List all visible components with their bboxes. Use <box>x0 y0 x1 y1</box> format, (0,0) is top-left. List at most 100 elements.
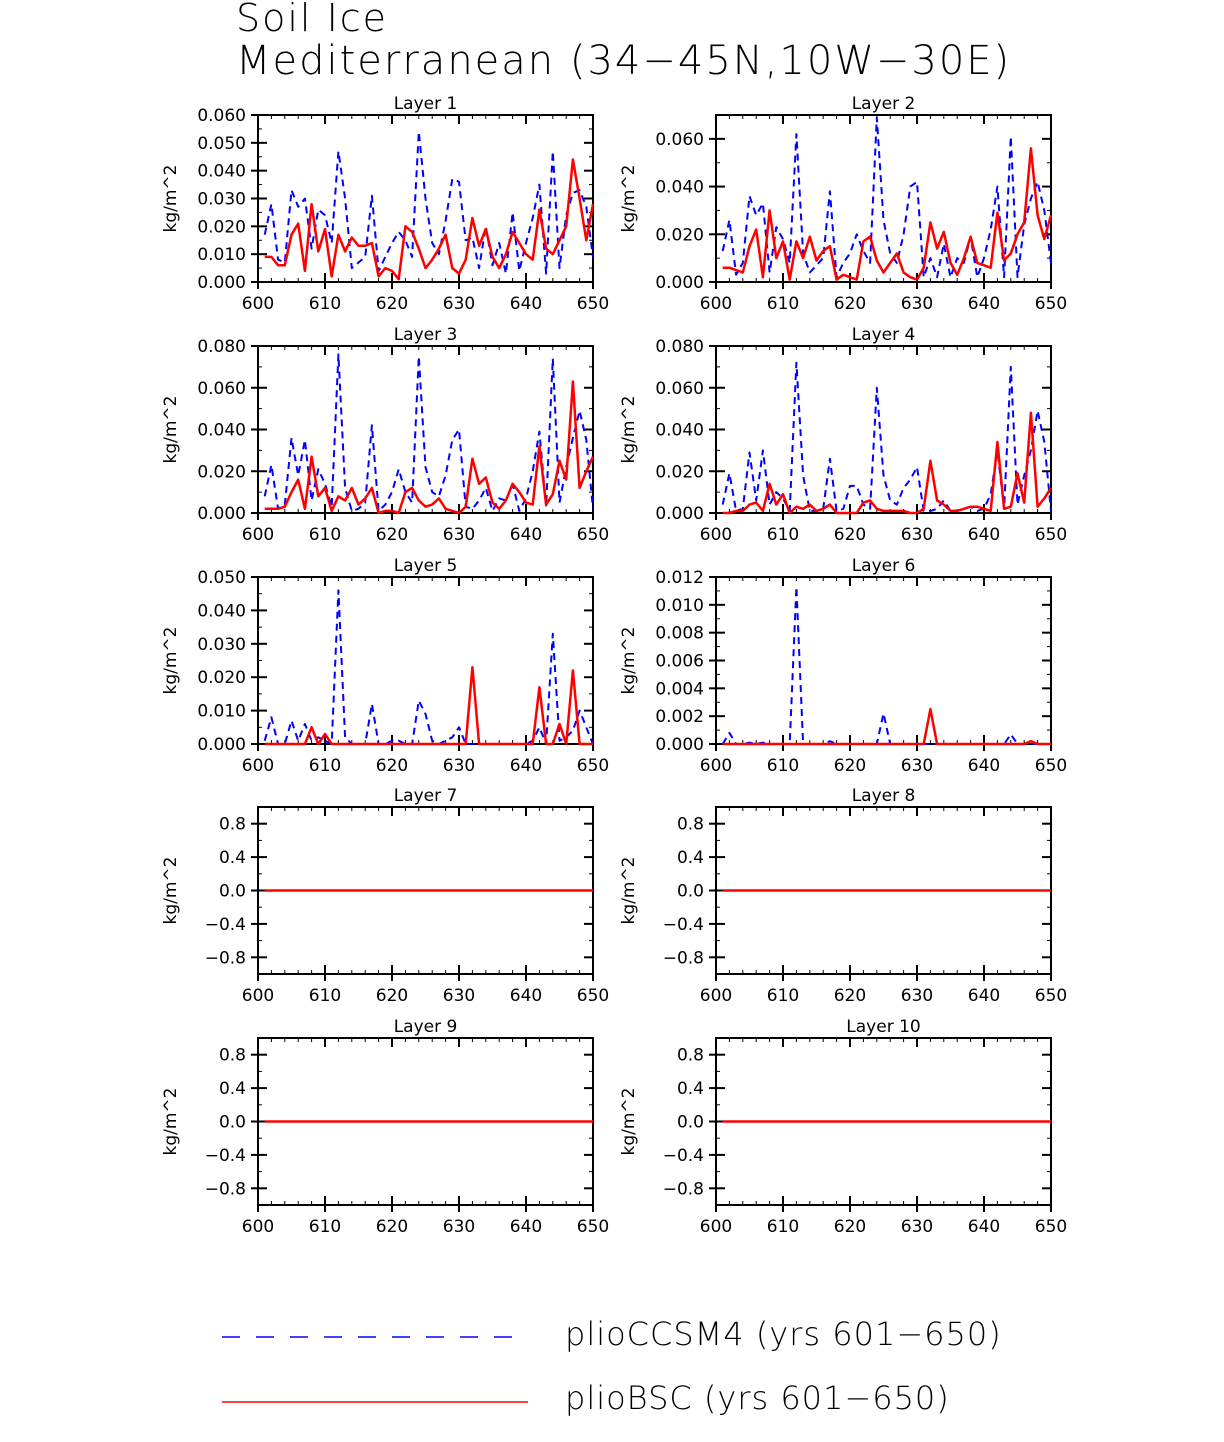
panel-layer-7: Layer 7 kg/m^2 600 610 620 630 640 650 −0.8 −0.4 0… <box>161 786 609 1006</box>
x-tick-label: 620 <box>834 294 866 314</box>
series-pliobsc-line <box>264 665 593 746</box>
series-pliocCSM4-line <box>721 585 1051 745</box>
x-tick-label: 600 <box>242 294 274 314</box>
x-tick-label: 640 <box>510 756 542 776</box>
panel-layer-2: Layer 2 kg/m^2 600 610 620 630 640 650 0.000 0.02… <box>619 94 1067 314</box>
x-tick-label: 620 <box>376 756 408 776</box>
y-tick-label: 0.060 <box>197 379 246 399</box>
x-tick-label: 640 <box>968 986 1000 1006</box>
y-tick-label: 0.010 <box>197 702 246 722</box>
figure-title: Soil Ice <box>236 0 389 40</box>
panel-title: Layer 7 <box>394 786 458 806</box>
x-tick-label: 620 <box>834 986 866 1006</box>
x-tick-label: 620 <box>376 1217 408 1237</box>
y-tick-label: 0.000 <box>655 735 704 755</box>
x-tick-label: 610 <box>309 294 341 314</box>
x-tick-label: 620 <box>376 294 408 314</box>
y-axis-label: kg/m^2 <box>161 396 181 464</box>
y-tick-label: 0.080 <box>197 337 246 357</box>
panel-title: Layer 3 <box>394 325 458 345</box>
x-tick-label: 600 <box>242 756 274 776</box>
y-tick-label: 0.040 <box>197 162 246 182</box>
x-tick-label: 620 <box>376 986 408 1006</box>
x-tick-label: 650 <box>1035 294 1067 314</box>
y-tick-label: 0.030 <box>197 190 246 210</box>
y-tick-label: 0.0 <box>677 882 704 902</box>
y-tick-label: 0.0 <box>219 1113 246 1133</box>
x-tick-label: 640 <box>510 294 542 314</box>
y-tick-label: 0.080 <box>655 337 704 357</box>
x-tick-label: 610 <box>767 525 799 545</box>
y-tick-label: 0.050 <box>197 568 246 588</box>
panel-layer-1: Layer 1 kg/m^2 600 610 620 630 640 650 0.000 0.01… <box>161 94 609 314</box>
x-tick-label: 610 <box>767 294 799 314</box>
x-tick-label: 650 <box>577 525 609 545</box>
panel-title: Layer 1 <box>394 94 458 114</box>
legend-label-pliocCSM4: plioCCSM4 (yrs 601−650) <box>565 1315 1002 1353</box>
y-tick-label: 0.012 <box>655 568 704 588</box>
y-tick-label: −0.8 <box>205 1179 246 1199</box>
panel-layer-5: Layer 5 kg/m^2 600 610 620 630 640 650 0.000 0.01… <box>161 556 609 776</box>
x-tick-label: 640 <box>510 525 542 545</box>
y-tick-label: 0.020 <box>197 217 246 237</box>
series-pliobsc-line <box>722 707 1051 746</box>
x-tick-label: 630 <box>443 525 475 545</box>
y-tick-label: 0.002 <box>655 707 704 727</box>
y-tick-label: 0.8 <box>219 815 246 835</box>
y-axis-label: kg/m^2 <box>619 1088 639 1156</box>
y-tick-label: 0.4 <box>677 1079 704 1099</box>
y-tick-label: 0.050 <box>197 134 246 154</box>
x-tick-label: 610 <box>309 1217 341 1237</box>
x-tick-label: 630 <box>443 294 475 314</box>
y-tick-label: 0.040 <box>655 421 704 441</box>
x-tick-label: 620 <box>376 525 408 545</box>
y-tick-label: −0.8 <box>205 948 246 968</box>
y-tick-label: 0.040 <box>197 421 246 441</box>
x-tick-label: 600 <box>242 525 274 545</box>
x-tick-label: 650 <box>1035 756 1067 776</box>
x-tick-label: 620 <box>834 756 866 776</box>
x-tick-label: 640 <box>510 1217 542 1237</box>
panel-title: Layer 5 <box>394 556 458 576</box>
series-pliobsc-line <box>722 147 1053 281</box>
y-tick-label: 0.8 <box>677 815 704 835</box>
y-tick-label: 0.8 <box>677 1046 704 1066</box>
x-tick-label: 600 <box>700 1217 732 1237</box>
y-tick-label: −0.4 <box>205 915 246 935</box>
y-tick-label: 0.030 <box>197 635 246 655</box>
panel-layer-8: Layer 8 kg/m^2 600 610 620 630 640 650 −0.8 −0.4 0… <box>619 786 1067 1006</box>
x-tick-label: 610 <box>309 525 341 545</box>
x-tick-label: 610 <box>767 1217 799 1237</box>
panel-layer-6: Layer 6 kg/m^2 600 610 620 630 640 650 0.000 0.00… <box>619 556 1067 776</box>
y-tick-label: 0.000 <box>197 504 246 524</box>
y-axis-label: kg/m^2 <box>619 857 639 925</box>
series-pliocCSM4-line <box>263 130 594 275</box>
x-tick-label: 640 <box>510 986 542 1006</box>
panel-title: Layer 6 <box>852 556 916 576</box>
y-axis-label: kg/m^2 <box>619 165 639 233</box>
y-tick-label: 0.8 <box>219 1046 246 1066</box>
x-tick-label: 600 <box>242 1217 274 1237</box>
panel-title: Layer 9 <box>394 1017 458 1037</box>
y-tick-label: 0.040 <box>655 178 704 198</box>
x-tick-label: 610 <box>767 986 799 1006</box>
y-tick-label: 0.020 <box>197 462 246 482</box>
y-tick-label: 0.000 <box>197 273 246 293</box>
series-pliocCSM4-line <box>721 116 1052 279</box>
x-tick-label: 630 <box>443 1217 475 1237</box>
panel-layer-4: Layer 4 kg/m^2 600 610 620 630 640 650 0.000 0.02… <box>619 325 1067 545</box>
plot-frame <box>715 576 1052 745</box>
x-tick-label: 600 <box>700 756 732 776</box>
panel-title: Layer 4 <box>852 325 916 345</box>
plot-frame <box>715 345 1052 514</box>
y-tick-label: 0.4 <box>219 1079 246 1099</box>
x-tick-label: 630 <box>443 986 475 1006</box>
y-tick-label: 0.040 <box>197 601 246 621</box>
x-tick-label: 630 <box>901 525 933 545</box>
x-tick-label: 620 <box>834 1217 866 1237</box>
y-tick-label: 0.000 <box>197 735 246 755</box>
y-tick-label: −0.4 <box>663 1146 704 1166</box>
x-tick-label: 620 <box>834 525 866 545</box>
y-axis-label: kg/m^2 <box>619 396 639 464</box>
